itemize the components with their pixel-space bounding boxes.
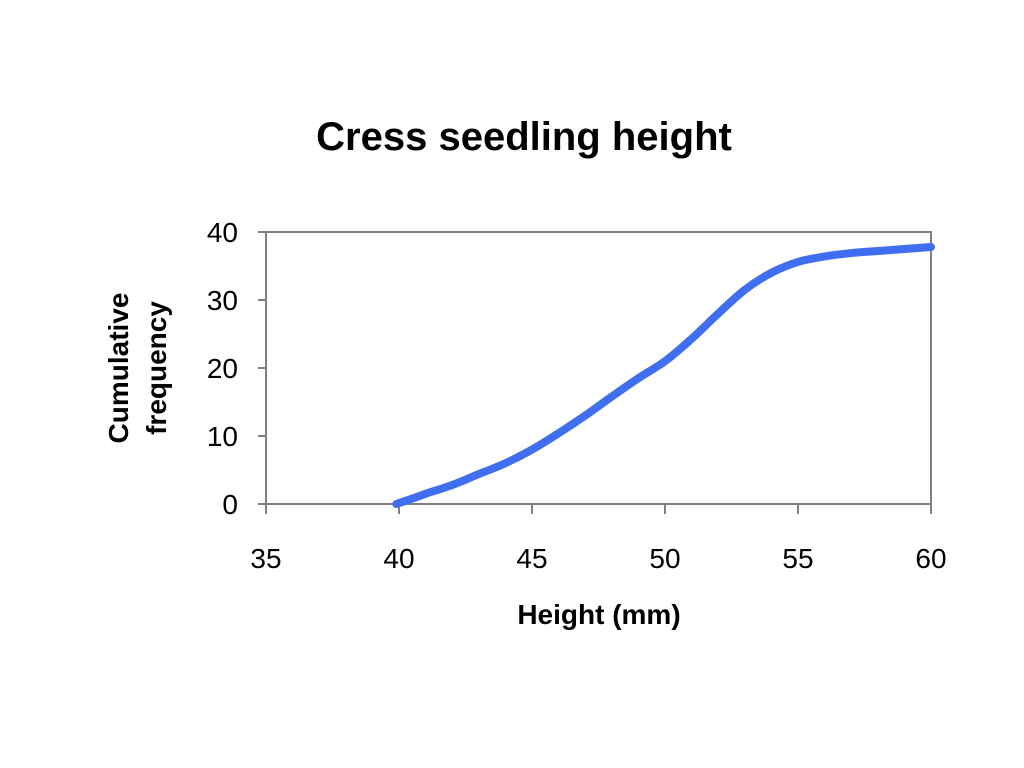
y-tick-label: 40 [207,217,238,248]
x-tick-label: 50 [649,543,680,574]
x-axis-tick-labels: 35 40 45 50 55 60 [250,543,946,574]
y-tick-label: 10 [207,421,238,452]
y-axis-label-line-2: frequency [141,301,172,435]
y-axis-label-line-1: Cumulative [103,293,134,444]
x-tick-label: 45 [516,543,547,574]
y-tick-label: 30 [207,285,238,316]
x-axis-ticks [265,504,932,514]
y-tick-label: 20 [207,353,238,384]
plot-area-frame [265,231,932,505]
y-axis-tick-labels: 0 10 20 30 40 [207,217,238,520]
y-tick-label: 0 [222,489,238,520]
y-axis-label: Cumulative frequency [103,293,172,444]
x-tick-label: 60 [915,543,946,574]
y-axis-ticks [258,231,266,505]
x-tick-label: 55 [782,543,813,574]
x-axis-label: Height (mm) [517,599,680,630]
x-tick-label: 40 [383,543,414,574]
series-line-cumulative-frequency [392,242,935,508]
chart-title: Cress seedling height [316,115,732,159]
x-tick-label: 35 [250,543,281,574]
